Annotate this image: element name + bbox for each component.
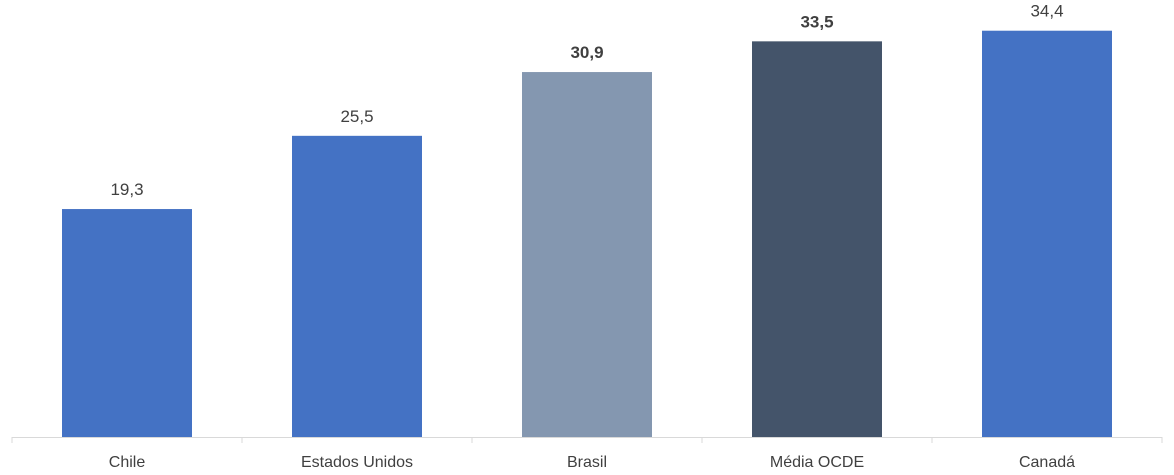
category-label: Brasil [567,454,607,471]
data-label: 25,5 [340,107,373,126]
x-axis-ticks-group [11,437,1163,443]
category-label: Média OCDE [770,454,864,471]
bars-group [62,30,1112,438]
data-label: 33,5 [800,12,833,31]
bar-brasil [522,72,652,437]
data-labels-group: 19,3 25,5 30,9 33,5 34,4 [110,2,1063,199]
x-axis-tick-labels-group: Chile Estados Unidos Brasil Média OCDE Canad… [109,454,1075,471]
category-label: Chile [109,454,146,471]
category-label: Estados Unidos [301,454,413,471]
data-label: 19,3 [110,180,143,199]
bar-canada [982,30,1112,438]
data-label: 34,4 [1030,2,1063,21]
bar-chile [62,209,192,437]
category-label: Canadá [1019,454,1075,471]
data-label: 30,9 [570,43,603,62]
bar-estados-unidos [292,135,422,437]
bar-media-ocde [752,41,882,438]
